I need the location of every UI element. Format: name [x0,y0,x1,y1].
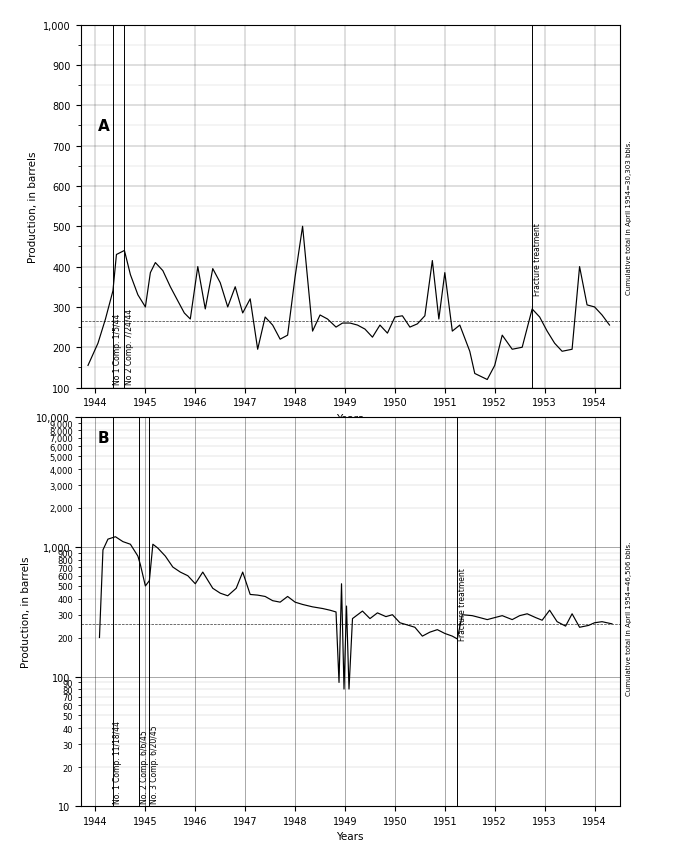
Text: Fracture treatment: Fracture treatment [533,223,542,295]
Text: No. 2 Comp. 6/6/45: No. 2 Comp. 6/6/45 [140,729,149,804]
Text: No 2 Comp. 7/24/44: No 2 Comp. 7/24/44 [125,309,134,385]
Text: No. 3 Comp. 6/20/45: No. 3 Comp. 6/20/45 [150,725,159,804]
X-axis label: Years: Years [336,832,364,841]
Text: No 1 Comp. 1/5/44: No 1 Comp. 1/5/44 [113,314,122,385]
Y-axis label: Production, in barrels: Production, in barrels [21,556,31,668]
X-axis label: Years: Years [336,414,364,423]
Text: A: A [98,119,110,134]
Text: No. 1 Comp. 11/18/44: No. 1 Comp. 11/18/44 [113,721,122,804]
Text: B: B [98,431,110,445]
Text: Cumulative total in April 1954=30,303 bbls.: Cumulative total in April 1954=30,303 bb… [626,140,633,295]
Y-axis label: Production, in barrels: Production, in barrels [27,151,38,263]
Text: Fracture treatment: Fracture treatment [458,568,468,641]
Text: Cumulative total in April 1954=46,506 bbls.: Cumulative total in April 1954=46,506 bb… [626,542,633,695]
